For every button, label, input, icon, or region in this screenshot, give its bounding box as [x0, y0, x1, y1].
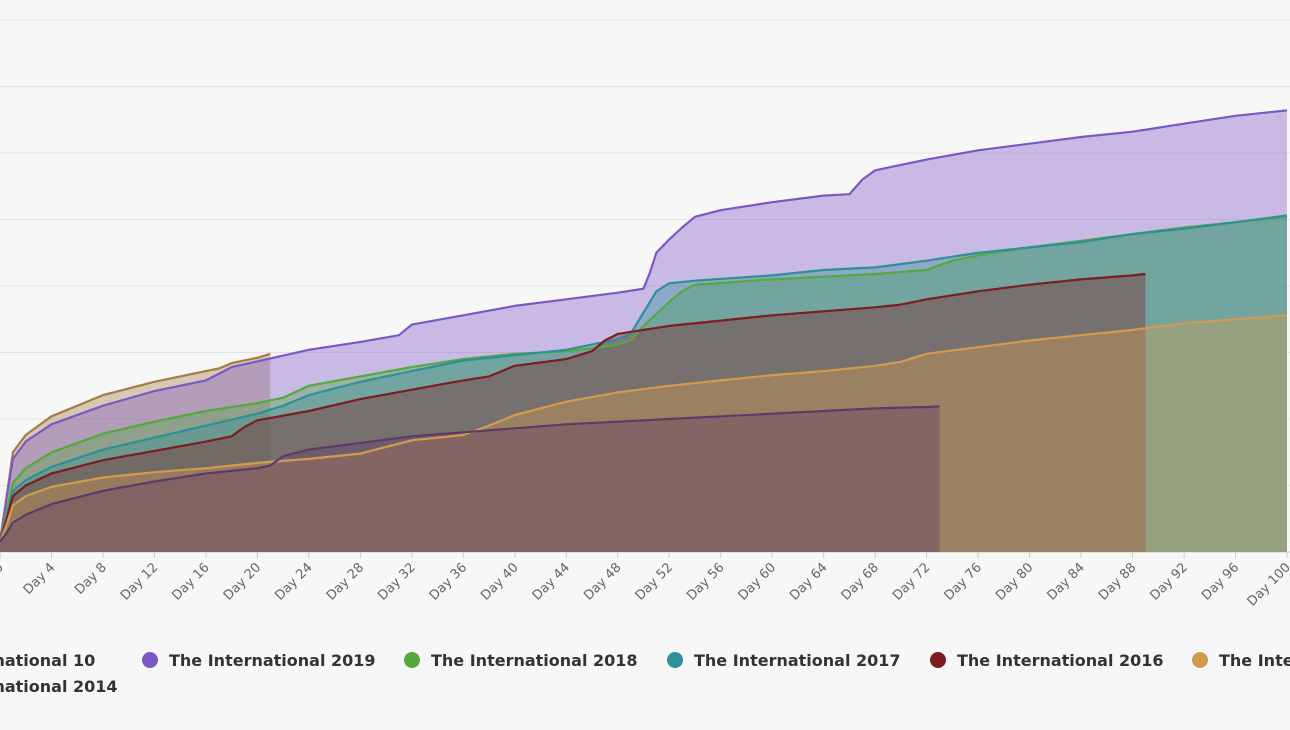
x-tick-label: Day 16: [169, 560, 212, 603]
area-the-international-2018: [0, 216, 1287, 553]
x-tick-label: Day 76: [942, 560, 985, 603]
x-tick-label: Day 40: [478, 560, 521, 603]
line-the-international-2017[interactable]: [0, 214, 1288, 542]
x-tick-label: Day 64: [787, 560, 830, 603]
legend-label: The International 10: [0, 651, 95, 670]
x-tick-label: Day 32: [375, 560, 418, 603]
x-tick-label: Day 24: [272, 560, 315, 603]
legend-label: The International 2014: [0, 677, 118, 696]
x-tick-label: Day 56: [684, 560, 727, 603]
legend-marker: [1192, 652, 1208, 668]
x-tick-label: Day 12: [118, 560, 161, 603]
x-tick-label: Day 84: [1045, 560, 1088, 603]
legend-label: The International 2018: [431, 651, 638, 670]
line-the-international-2018[interactable]: [0, 215, 1288, 542]
legend-item-the-international-2017[interactable]: The International 2017: [667, 651, 901, 670]
legend-marker: [667, 652, 683, 668]
series-areas: [0, 110, 1287, 553]
legend-item-the-international-2018[interactable]: The International 2018: [404, 651, 638, 670]
area-the-international-10: [0, 353, 271, 552]
area-the-international-2016: [0, 274, 1146, 552]
legend-marker: [930, 652, 946, 668]
line-the-international-2015[interactable]: [0, 314, 1288, 542]
line-the-international-2019[interactable]: [0, 109, 1288, 542]
area-the-international-2019: [0, 110, 1287, 553]
x-tick-label: Day 52: [633, 560, 676, 603]
series-lines: [0, 109, 1288, 543]
legend-item-the-international-2014[interactable]: The International 2014: [0, 677, 118, 696]
line-the-international-2014[interactable]: [0, 405, 940, 543]
legend-item-the-inte[interactable]: The Inte: [1192, 651, 1290, 670]
x-tick-label: Day 100: [1245, 560, 1290, 609]
x-tick-label: Day 60: [736, 560, 779, 603]
legend-item-the-international-2019[interactable]: The International 2019: [142, 651, 376, 670]
x-tick-label: Day 68: [839, 560, 882, 603]
legend-label: The International 2017: [694, 651, 901, 670]
x-tick-label: Day 28: [324, 560, 367, 603]
x-tick-label: Day 20: [221, 560, 264, 603]
area-the-international-2015: [0, 315, 1287, 552]
legend-item-the-international-2016[interactable]: The International 2016: [930, 651, 1164, 670]
line-the-international-2016[interactable]: [0, 272, 1146, 542]
legend-label: The International 2016: [957, 651, 1164, 670]
x-tick-label: Day 44: [530, 560, 573, 603]
legend: The International 10 The International 20…: [0, 651, 1290, 696]
area-the-international-2014: [0, 406, 940, 552]
legend-label: The International 2019: [169, 651, 376, 670]
x-tick-label: Day 0: [0, 560, 7, 598]
legend-item-the-international-10[interactable]: The International 10: [0, 651, 95, 670]
x-tick-label: Day 36: [427, 560, 470, 603]
legend-marker: [142, 652, 158, 668]
area-the-international-2017: [0, 215, 1287, 552]
x-tick-label: Day 96: [1199, 560, 1242, 603]
legend-marker: [404, 652, 420, 668]
x-tick-label: Day 48: [581, 560, 624, 603]
x-tick-label: Day 88: [1096, 560, 1139, 603]
x-tick-label: Day 72: [890, 560, 933, 603]
x-tick-label: Day 4: [21, 560, 59, 598]
legend-label: The Inte: [1219, 651, 1290, 670]
x-tick-label: Day 8: [72, 560, 110, 598]
x-tick-label: Day 80: [993, 560, 1036, 603]
x-tick-label: Day 92: [1147, 560, 1190, 603]
